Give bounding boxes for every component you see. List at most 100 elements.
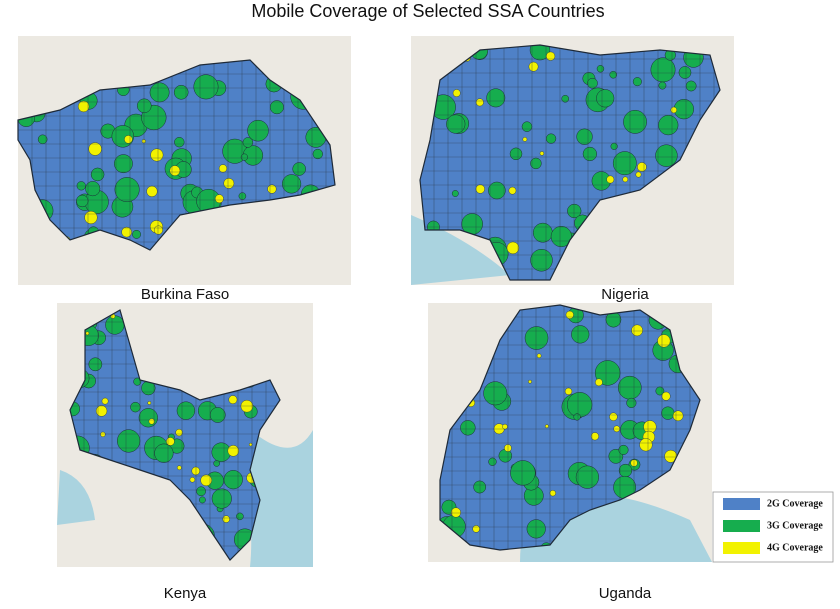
coverage-4g	[222, 515, 230, 523]
coverage-4g	[539, 151, 545, 156]
coverage-3g	[223, 470, 243, 490]
coverage-4g	[450, 507, 461, 518]
coverage-3g	[678, 66, 692, 79]
coverage-3g	[149, 82, 170, 103]
coverage-4g	[218, 164, 228, 173]
coverage-3g	[281, 174, 302, 194]
coverage-3g	[545, 133, 557, 144]
coverage-3g	[247, 119, 269, 142]
coverage-4g	[506, 241, 520, 255]
legend-swatch	[723, 520, 760, 532]
coverage-4g	[176, 465, 182, 471]
coverage-4g	[475, 184, 485, 194]
coverage-3g	[269, 100, 284, 115]
legend-label: 3G Coverage	[767, 520, 823, 531]
coverage-3g	[673, 99, 694, 120]
coverage-3g	[509, 147, 523, 161]
legend-label: 4G Coverage	[767, 542, 823, 553]
coverage-3g	[460, 420, 476, 436]
legend: 2G Coverage 3G Coverage 4G Coverage	[712, 491, 834, 563]
coverage-4g	[635, 171, 642, 178]
coverage-3g	[532, 222, 553, 243]
coverage-4g	[522, 137, 528, 142]
coverage-3g	[117, 429, 141, 453]
coverage-4g	[100, 431, 106, 438]
coverage-3g	[650, 57, 676, 83]
coverage-4g	[101, 397, 109, 405]
coverage-3g	[632, 77, 642, 87]
coverage-3g	[530, 249, 553, 272]
coverage-4g	[631, 324, 643, 337]
coverage-4g	[153, 225, 163, 235]
coverage-3g	[610, 142, 618, 150]
coverage-3g	[483, 381, 508, 406]
coverage-3g	[618, 463, 633, 478]
coverage-3g	[238, 192, 247, 200]
coverage-3g	[236, 512, 244, 521]
coverage-3g	[571, 325, 590, 344]
coverage-4g	[502, 423, 508, 430]
coverage-4g	[227, 445, 240, 457]
coverage-3g	[510, 460, 536, 486]
coverage-3g	[105, 315, 125, 335]
coverage-3g	[76, 194, 89, 208]
coverage-4g	[595, 378, 603, 387]
water	[240, 420, 313, 567]
coverage-3g	[521, 121, 533, 132]
coverage-3g	[174, 137, 185, 148]
country-outline	[419, 44, 721, 281]
coverage-3g	[193, 74, 219, 100]
coverage-4g	[146, 185, 158, 197]
coverage-4g	[475, 98, 484, 107]
coverage-4g	[564, 387, 573, 396]
coverage-3g	[566, 392, 593, 418]
coverage-4g	[200, 474, 212, 487]
coverage-3g	[130, 401, 141, 413]
coverage-4g	[590, 432, 599, 441]
coverage-4g	[228, 395, 238, 405]
coverage-3g	[488, 457, 497, 466]
coverage-4g	[609, 412, 618, 421]
coverage-4g	[124, 135, 133, 144]
coverage-3g	[292, 162, 306, 176]
coverage-3g	[114, 177, 140, 203]
coverage-3g	[658, 115, 679, 136]
coverage-3g	[90, 167, 105, 182]
coverage-3g	[132, 229, 141, 239]
coverage-3g	[617, 375, 642, 400]
coverage-4g	[536, 353, 542, 359]
coverage-3g	[524, 326, 549, 350]
coverage-4g	[121, 226, 132, 238]
coverage-3g	[618, 444, 629, 455]
legend-label: 2G Coverage	[767, 498, 823, 509]
coverage-4g	[95, 405, 108, 417]
coverage-4g	[528, 379, 532, 384]
coverage-3g	[451, 190, 459, 197]
coverage-4g	[508, 186, 517, 195]
coverage-4g	[657, 334, 671, 348]
coverage-3g	[240, 153, 248, 161]
coverage-4g	[150, 148, 164, 162]
coverage-4g	[472, 525, 480, 533]
coverage-3g	[576, 128, 593, 145]
coverage-3g	[211, 488, 232, 509]
coverage-4g	[147, 401, 152, 405]
coverage-4g	[637, 162, 647, 172]
panel-label: Kenya	[164, 585, 207, 602]
legend-swatch	[723, 542, 760, 554]
coverage-3g	[575, 465, 599, 489]
panel-label: Nigeria	[601, 286, 649, 303]
coverage-3g	[486, 88, 506, 108]
coverage-3g	[242, 137, 254, 148]
legend-swatch	[723, 498, 760, 510]
coverage-3g	[587, 77, 598, 89]
panel-label: Uganda	[599, 585, 652, 602]
coverage-3g	[550, 226, 572, 248]
coverage-3g	[213, 460, 220, 467]
coverage-3g	[582, 146, 597, 162]
coverage-3g	[573, 413, 581, 421]
figure-title: Mobile Coverage of Selected SSA Countrie…	[251, 1, 604, 21]
water	[57, 470, 95, 525]
coverage-4g	[606, 175, 615, 184]
